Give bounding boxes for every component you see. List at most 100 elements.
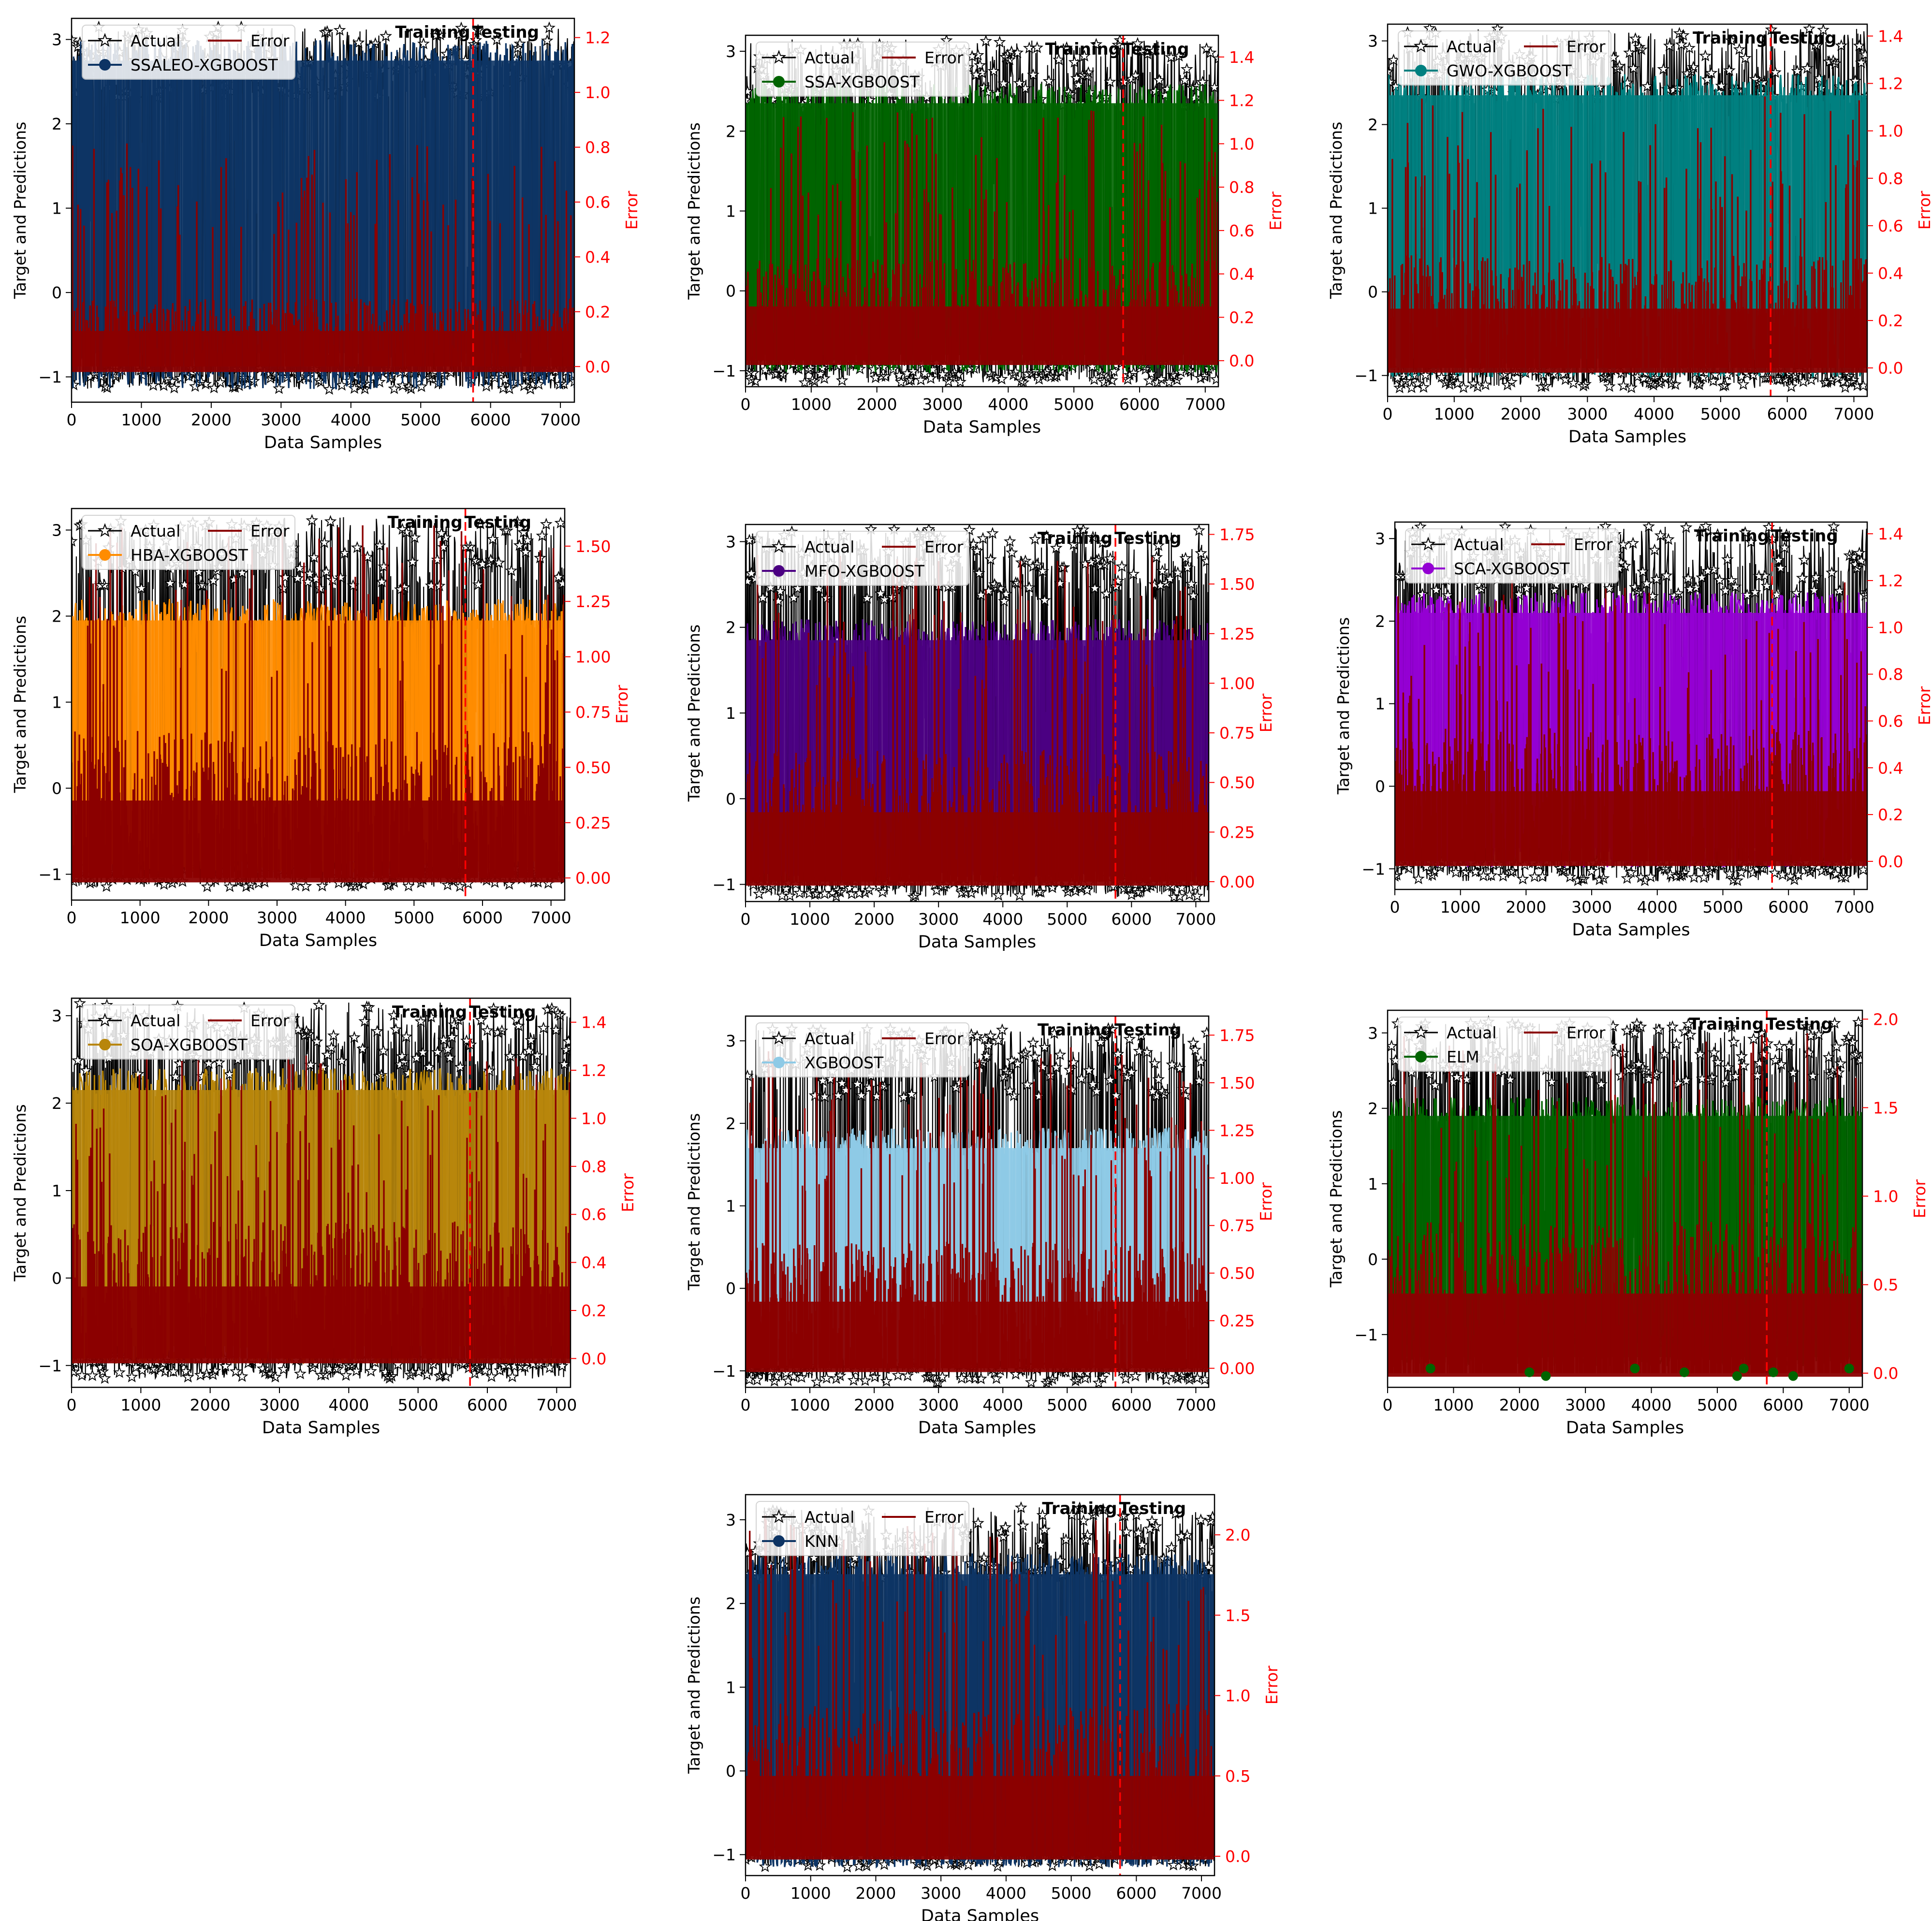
legend-actual-label: Actual xyxy=(1447,37,1496,56)
testing-annotation: Testing xyxy=(1119,1499,1186,1518)
error-tick-label: 0.0 xyxy=(1225,1847,1250,1866)
error-tick-label: 1.2 xyxy=(1878,571,1903,590)
prediction-marker xyxy=(1788,1371,1798,1381)
error-tick-label: 1.0 xyxy=(1225,1687,1250,1705)
y-tick-label: −1 xyxy=(38,368,62,387)
legend-model-marker xyxy=(773,1535,785,1547)
x-tick-label: 0 xyxy=(741,395,751,414)
x-tick-label: 0 xyxy=(1390,898,1400,917)
x-tick-label: 0 xyxy=(1383,1396,1393,1414)
legend-actual-marker xyxy=(771,1031,787,1045)
x-tick-label: 3000 xyxy=(918,910,959,929)
x-tick-label: 7000 xyxy=(1181,1884,1222,1903)
chart-panel-gwo-xgboost: 0 1000 2000 3000 4000 5000 6000 7000 −1 0 1 2 3 0.0 0.… xyxy=(1327,23,1932,447)
training-annotation: Training xyxy=(1694,526,1769,546)
x-tick-label: 2000 xyxy=(857,395,897,414)
prediction-marker xyxy=(1739,1364,1749,1373)
error-tick-label: 0.8 xyxy=(585,138,610,157)
error-series-fill xyxy=(1395,791,1867,866)
testing-annotation: Testing xyxy=(1122,40,1189,59)
legend-model-label: SSA-XGBOOST xyxy=(805,73,920,91)
y-tick-label: 1 xyxy=(726,1197,736,1216)
x-tick-label: 2000 xyxy=(1501,405,1541,423)
legend-box xyxy=(1398,30,1611,86)
error-tick-label: 0.2 xyxy=(585,303,610,321)
training-annotation: Training xyxy=(1693,29,1768,48)
testing-annotation: Testing xyxy=(1770,29,1836,48)
x-tick-label: 6000 xyxy=(1767,405,1808,423)
error-tick-label: 0.4 xyxy=(581,1253,606,1272)
y-tick-label: 3 xyxy=(726,42,736,61)
legend-model-label: ELM xyxy=(1447,1048,1479,1066)
legend: Actual Error MFO-XGBOOST xyxy=(756,531,969,586)
legend-model-label: SSALEO-XGBOOST xyxy=(131,56,278,74)
training-annotation: Training xyxy=(1689,1015,1764,1034)
legend-box xyxy=(82,25,295,80)
plot-area xyxy=(746,35,1218,387)
x-tick-label: 1000 xyxy=(790,910,830,929)
legend-box xyxy=(756,1501,969,1556)
x-axis-label: Data Samples xyxy=(918,1418,1036,1438)
legend-actual-marker xyxy=(771,1509,787,1523)
plot-area xyxy=(746,524,1209,902)
x-tick-label: 6000 xyxy=(1111,1396,1152,1414)
chart-panel-xgboost: 0 1000 2000 3000 4000 5000 6000 7000 −1 0 1 2 3 0.00 0… xyxy=(685,1015,1275,1438)
legend-actual-label: Actual xyxy=(805,1508,854,1527)
y-axis-label: Target and Predictions xyxy=(11,122,29,299)
x-tick-label: 5000 xyxy=(1697,1396,1738,1414)
error-tick-label: 1.75 xyxy=(1219,1026,1255,1045)
error-tick-label: 0.2 xyxy=(1878,311,1903,330)
training-annotation: Training xyxy=(1038,1020,1112,1040)
prediction-marker xyxy=(1732,1371,1742,1381)
y-axis-label: Target and Predictions xyxy=(685,625,703,802)
testing-annotation: Testing xyxy=(472,23,539,42)
y-tick-label: 0 xyxy=(52,283,62,302)
y-tick-label: 1 xyxy=(52,199,62,218)
plot-area xyxy=(1388,1015,1862,1381)
legend-model-label: KNN xyxy=(805,1532,839,1551)
x-axis-label: Data Samples xyxy=(1568,427,1686,447)
error-tick-label: 0.2 xyxy=(1878,805,1903,824)
legend-model-label: SCA-XGBOOST xyxy=(1454,559,1570,578)
plot-frame xyxy=(1387,1009,1863,1388)
legend-box xyxy=(82,1004,295,1060)
y-axis-label: Target and Predictions xyxy=(685,1597,703,1774)
error-tick-label: 0.6 xyxy=(1878,217,1903,235)
error-tick-label: 0.6 xyxy=(1878,712,1903,730)
prediction-marker xyxy=(1541,1371,1551,1381)
error-tick-label: 1.50 xyxy=(575,537,611,556)
plot-area xyxy=(746,1501,1215,1873)
error-tick-label: 1.25 xyxy=(1219,1121,1255,1140)
plot-area xyxy=(746,1022,1209,1387)
legend-error-label: Error xyxy=(250,522,290,540)
error-tick-label: 0.6 xyxy=(1229,221,1254,240)
y-tick-label: 2 xyxy=(52,607,62,626)
legend-box xyxy=(756,1022,969,1077)
legend-actual-label: Actual xyxy=(1454,535,1504,554)
error-tick-label: 0.4 xyxy=(1878,264,1903,283)
legend-error-label: Error xyxy=(250,1011,290,1030)
plot-frame xyxy=(745,1015,1210,1388)
y-tick-label: 2 xyxy=(1368,116,1378,134)
x-axis-label: Data Samples xyxy=(264,433,382,452)
x-tick-label: 7000 xyxy=(1833,405,1874,423)
plot-frame xyxy=(1394,521,1868,890)
y-tick-label: −1 xyxy=(1354,1325,1378,1344)
y-tick-label: 2 xyxy=(726,1114,736,1133)
error-tick-label: 2.0 xyxy=(1873,1010,1898,1029)
error-axis-label: Error xyxy=(1262,1665,1281,1704)
error-series-fill xyxy=(72,331,574,372)
plot-area xyxy=(72,20,574,395)
x-tick-label: 1000 xyxy=(120,1396,161,1414)
x-tick-label: 7000 xyxy=(540,410,581,429)
x-axis-label: Data Samples xyxy=(921,1906,1039,1921)
legend-box xyxy=(1405,528,1619,583)
x-tick-label: 6000 xyxy=(1768,898,1809,917)
error-tick-label: 0.75 xyxy=(575,703,611,722)
error-tick-label: 0.8 xyxy=(1229,178,1254,197)
error-tick-label: 0.6 xyxy=(585,193,610,212)
x-tick-label: 5000 xyxy=(1700,405,1741,423)
chart-panel-elm: 0 1000 2000 3000 4000 5000 6000 7000 −1 0 1 2 3 0.0 0.… xyxy=(1327,1009,1929,1438)
x-tick-label: 3000 xyxy=(1567,405,1608,423)
x-tick-label: 5000 xyxy=(1047,910,1087,929)
